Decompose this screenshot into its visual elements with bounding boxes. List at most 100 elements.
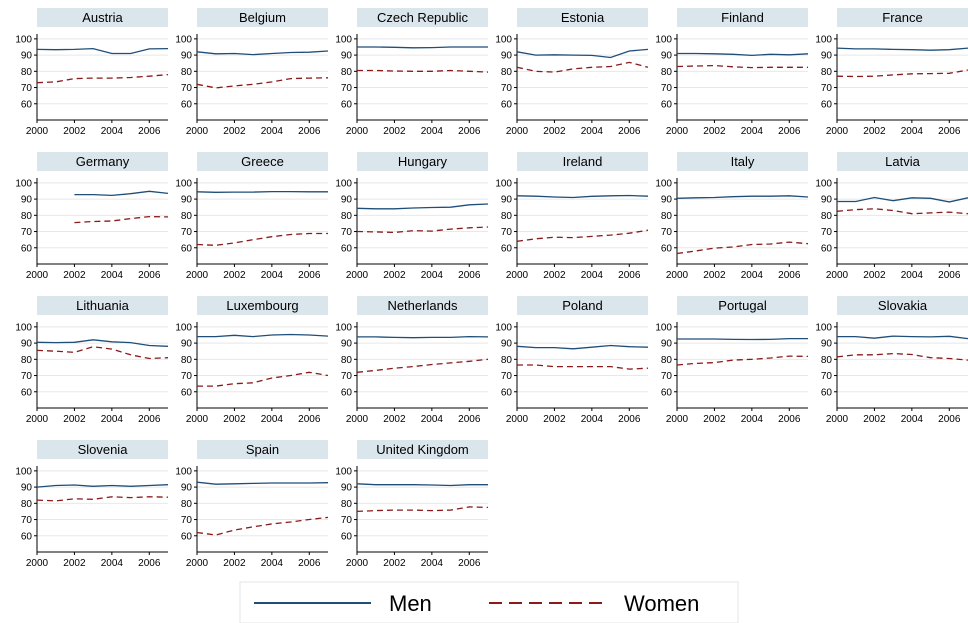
women-series-line [836, 352, 968, 361]
women-series-line [36, 496, 169, 502]
y-tick-label: 100 [335, 178, 352, 189]
x-tick-label: 2006 [618, 126, 641, 137]
panel-title: Estonia [561, 10, 605, 25]
x-tick-label: 2004 [741, 414, 764, 425]
panel-title: Finland [721, 10, 764, 25]
men-series-line [677, 337, 808, 341]
panel-header [517, 152, 648, 171]
y-tick-label: 100 [815, 322, 832, 333]
x-tick-label: 2002 [223, 270, 246, 281]
x-tick-label: 2004 [261, 126, 284, 137]
y-tick-label: 60 [341, 99, 353, 110]
y-tick-label: 80 [341, 211, 353, 222]
x-tick-label: 2000 [26, 270, 49, 281]
y-tick-label: 70 [341, 371, 353, 382]
x-tick-label: 2006 [778, 126, 801, 137]
y-tick-label: 80 [501, 67, 513, 78]
x-tick-label: 2004 [261, 414, 284, 425]
y-tick-label: 80 [181, 211, 193, 222]
women-series-line [517, 364, 649, 370]
y-tick-label: 70 [341, 515, 353, 526]
y-tick-label: 90 [21, 51, 33, 62]
x-tick-label: 2000 [826, 414, 849, 425]
y-tick-label: 60 [821, 243, 833, 254]
panel: United Kingdom 60 70 80 90 100 2000 2002 2004 200… [335, 440, 489, 569]
y-tick-label: 100 [335, 322, 352, 333]
y-tick-label: 80 [821, 355, 833, 366]
x-tick-label: 2004 [901, 270, 924, 281]
y-tick-label: 80 [21, 355, 33, 366]
panel: Netherlands 60 70 80 90 100 2000 2002 2004 2006 [335, 296, 489, 425]
x-tick-label: 2000 [26, 126, 49, 137]
y-tick-label: 100 [495, 178, 512, 189]
y-tick-label: 80 [341, 67, 353, 78]
y-tick-label: 80 [661, 67, 673, 78]
panel-title: Austria [82, 10, 123, 25]
y-tick-label: 90 [341, 195, 353, 206]
y-tick-label: 60 [341, 387, 353, 398]
x-tick-label: 2002 [383, 270, 406, 281]
x-tick-label: 2002 [863, 270, 886, 281]
men-series-line [36, 339, 169, 347]
panel-title: France [882, 10, 922, 25]
panel-title: Spain [246, 442, 279, 457]
x-tick-label: 2004 [261, 558, 284, 569]
y-tick-label: 80 [181, 355, 193, 366]
men-series-line [197, 333, 329, 338]
panel-header [357, 152, 488, 171]
y-tick-label: 70 [341, 227, 353, 238]
y-tick-label: 60 [21, 99, 33, 110]
x-tick-label: 2002 [863, 414, 886, 425]
x-tick-label: 2006 [298, 270, 321, 281]
x-tick-label: 2000 [186, 270, 209, 281]
men-series-line [74, 190, 169, 197]
x-tick-label: 2006 [458, 558, 481, 569]
y-tick-label: 90 [661, 339, 673, 350]
y-tick-label: 70 [181, 515, 193, 526]
x-tick-label: 2000 [186, 126, 209, 137]
y-tick-label: 90 [181, 483, 193, 494]
men-series-line [36, 47, 169, 55]
x-tick-label: 2000 [346, 126, 369, 137]
women-series-line [836, 208, 968, 215]
men-series-line [516, 194, 649, 199]
panel-title: Poland [562, 298, 602, 313]
panel: Greece 60 70 80 90 100 2000 2002 2004 2006 [175, 152, 328, 281]
panel-header [37, 296, 168, 315]
y-tick-label: 60 [181, 387, 193, 398]
x-tick-label: 2000 [506, 414, 529, 425]
women-series-line [356, 358, 489, 373]
y-tick-label: 100 [175, 322, 192, 333]
panel-header [197, 296, 328, 315]
y-tick-label: 70 [21, 515, 33, 526]
panel-title: Luxembourg [226, 298, 298, 313]
x-tick-label: 2006 [138, 126, 161, 137]
x-tick-label: 2000 [186, 558, 209, 569]
panel-header [677, 152, 808, 171]
x-tick-label: 2006 [298, 126, 321, 137]
men-series-line [516, 344, 649, 350]
men-series-line [837, 196, 968, 203]
panel-header [37, 440, 168, 459]
y-tick-label: 60 [501, 99, 513, 110]
panel: Portugal 60 70 80 90 100 2000 2002 2004 2006 [655, 296, 809, 425]
x-tick-label: 2002 [383, 558, 406, 569]
men-series-line [356, 483, 488, 487]
women-series-line [516, 229, 649, 242]
men-series-line [836, 47, 968, 51]
x-tick-label: 2000 [666, 126, 689, 137]
y-tick-label: 80 [821, 67, 833, 78]
women-series-line [36, 73, 169, 84]
x-tick-label: 2004 [901, 126, 924, 137]
panel-title: Czech Republic [377, 10, 469, 25]
y-tick-label: 70 [21, 371, 33, 382]
panel-header [837, 152, 968, 171]
x-tick-label: 2004 [421, 126, 444, 137]
y-tick-label: 60 [21, 243, 33, 254]
women-series-line [357, 69, 489, 73]
women-series-line [36, 346, 169, 360]
x-tick-label: 2000 [666, 414, 689, 425]
women-series-line [676, 241, 809, 255]
panel: Ireland 60 70 80 90 100 2000 2002 2004 2006 [495, 152, 649, 281]
y-tick-label: 80 [341, 499, 353, 510]
